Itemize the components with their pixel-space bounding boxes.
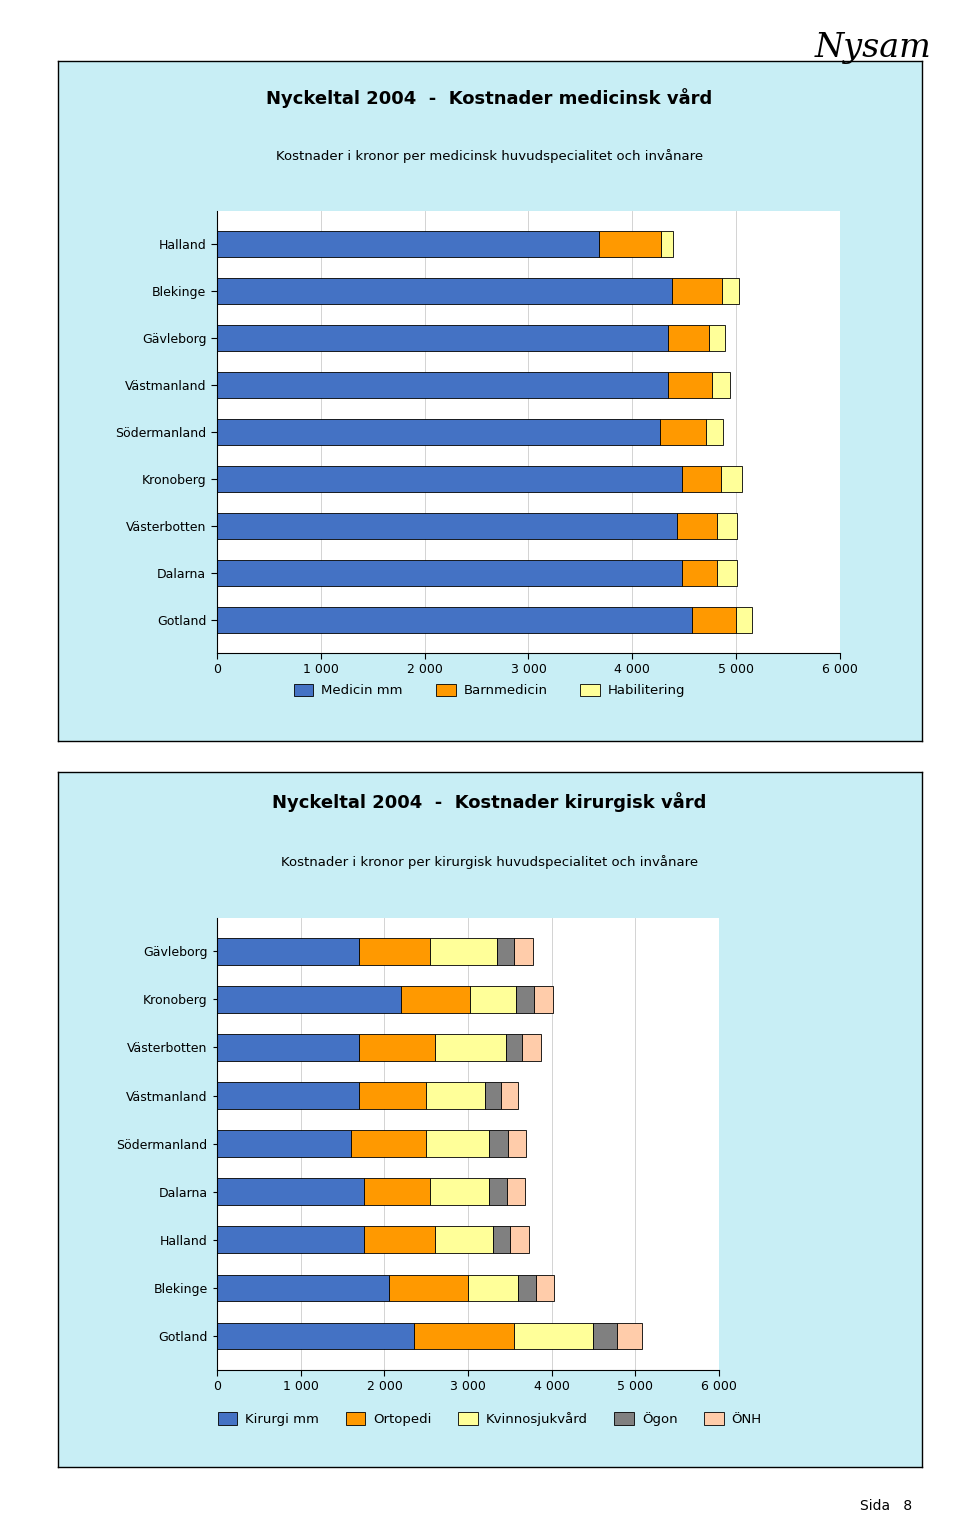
Bar [692,607,736,633]
Bar [435,1034,506,1060]
Bar [364,1227,435,1253]
Bar [721,466,742,492]
Bar [359,1082,426,1109]
Bar [468,1274,518,1300]
Bar [217,466,682,492]
Bar [537,1274,554,1300]
Bar [217,1131,351,1157]
Bar [677,513,717,538]
Bar [489,1178,507,1206]
Bar [359,1034,435,1060]
Bar [485,1082,501,1109]
Bar [389,1274,468,1300]
Bar [708,325,726,350]
Bar [518,1274,537,1300]
Bar [706,419,724,445]
Bar [217,231,599,257]
Bar [217,559,682,585]
Bar [351,1131,426,1157]
Bar [469,986,516,1013]
Text: Sida   8: Sida 8 [860,1499,912,1513]
Bar [668,325,708,350]
Bar [493,1227,510,1253]
Bar [430,1178,489,1206]
Bar [217,1323,414,1349]
Bar [616,1323,641,1349]
Legend: Medicin mm, Barnmedicin, Habilitering: Medicin mm, Barnmedicin, Habilitering [288,678,691,703]
Text: Nysam: Nysam [814,32,931,64]
Bar [217,278,672,304]
Bar [660,419,706,445]
Bar [489,1131,508,1157]
Bar [507,1178,525,1206]
Bar [661,231,673,257]
Bar [414,1323,514,1349]
Bar [712,371,731,397]
Bar [668,371,712,397]
Bar [401,986,469,1013]
Text: Nyckeltal 2004  -  Kostnader medicinsk vård: Nyckeltal 2004 - Kostnader medicinsk vår… [267,89,712,108]
Bar [514,1323,593,1349]
Bar [217,513,677,538]
Bar [364,1178,430,1206]
Bar [217,1274,389,1300]
Bar [217,607,692,633]
Bar [217,1227,364,1253]
Bar [501,1082,518,1109]
Bar [508,1131,526,1157]
Bar [717,559,737,585]
Bar [717,513,737,538]
Bar [506,1034,522,1060]
Bar [682,559,717,585]
Bar [359,938,430,964]
Bar [672,278,722,304]
Bar [534,986,553,1013]
Bar [217,325,668,350]
Text: Kostnader i kronor per kirurgisk huvudspecialitet och invånare: Kostnader i kronor per kirurgisk huvudsp… [281,856,698,869]
Bar [217,1082,359,1109]
Bar [217,1178,364,1206]
Bar [522,1034,541,1060]
Bar [510,1227,529,1253]
Text: Nyckeltal 2004  -  Kostnader kirurgisk vård: Nyckeltal 2004 - Kostnader kirurgisk vår… [273,793,707,813]
Bar [217,938,359,964]
Bar [736,607,752,633]
Bar [599,231,661,257]
Bar [497,938,514,964]
Bar [426,1131,489,1157]
Bar [426,1082,485,1109]
Bar [516,986,534,1013]
Bar [217,1034,359,1060]
Bar [217,371,668,397]
Legend: Kirurgi mm, Ortopedi, Kvinnosjukvård, Ögon, ÖNH: Kirurgi mm, Ortopedi, Kvinnosjukvård, Ög… [212,1407,767,1432]
Bar [217,419,660,445]
Bar [593,1323,616,1349]
Text: Kostnader i kronor per medicinsk huvudspecialitet och invånare: Kostnader i kronor per medicinsk huvudsp… [276,150,703,163]
Bar [514,938,533,964]
Bar [217,986,401,1013]
Bar [430,938,497,964]
Bar [682,466,721,492]
Bar [722,278,739,304]
Bar [435,1227,493,1253]
